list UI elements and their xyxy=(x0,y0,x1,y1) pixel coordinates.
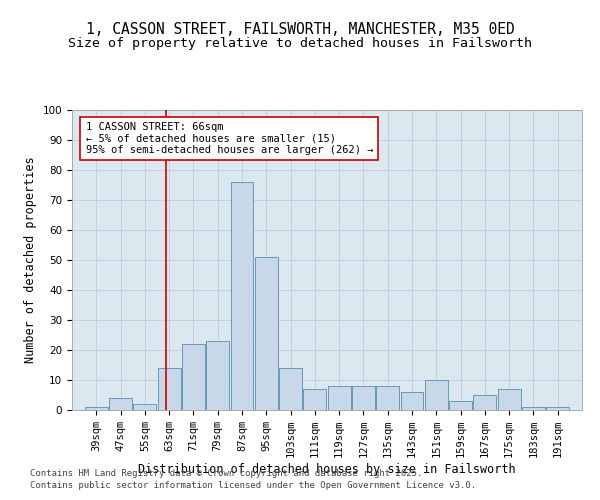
Bar xyxy=(425,380,448,410)
Text: 1, CASSON STREET, FAILSWORTH, MANCHESTER, M35 0ED: 1, CASSON STREET, FAILSWORTH, MANCHESTER… xyxy=(86,22,514,38)
Bar xyxy=(328,386,350,410)
Text: 1 CASSON STREET: 66sqm
← 5% of detached houses are smaller (15)
95% of semi-deta: 1 CASSON STREET: 66sqm ← 5% of detached … xyxy=(86,122,373,155)
Bar xyxy=(133,404,156,410)
Bar xyxy=(304,389,326,410)
Text: Contains HM Land Registry data © Crown copyright and database right 2025.: Contains HM Land Registry data © Crown c… xyxy=(30,468,422,477)
Text: Size of property relative to detached houses in Failsworth: Size of property relative to detached ho… xyxy=(68,38,532,51)
Bar xyxy=(449,401,472,410)
Bar xyxy=(206,341,229,410)
Bar xyxy=(182,344,205,410)
Bar xyxy=(498,389,521,410)
Text: Contains public sector information licensed under the Open Government Licence v3: Contains public sector information licen… xyxy=(30,481,476,490)
Bar xyxy=(401,392,424,410)
Bar xyxy=(279,368,302,410)
Y-axis label: Number of detached properties: Number of detached properties xyxy=(24,156,37,364)
Bar xyxy=(230,182,253,410)
Bar xyxy=(473,395,496,410)
X-axis label: Distribution of detached houses by size in Failsworth: Distribution of detached houses by size … xyxy=(138,463,516,476)
Bar xyxy=(376,386,399,410)
Bar xyxy=(522,407,545,410)
Bar xyxy=(158,368,181,410)
Bar xyxy=(352,386,375,410)
Bar xyxy=(255,257,278,410)
Bar xyxy=(85,407,107,410)
Bar xyxy=(547,407,569,410)
Bar xyxy=(109,398,132,410)
